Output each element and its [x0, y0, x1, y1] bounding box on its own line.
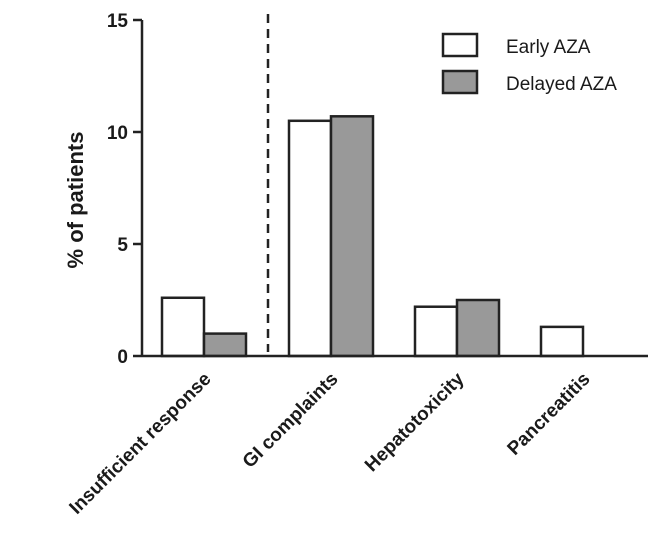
- legend: Early AZA Delayed AZA: [441, 32, 617, 95]
- x-category-label: Pancreatitis: [504, 369, 595, 460]
- y-tick-label: 10: [107, 123, 128, 144]
- legend-label-delayed-aza: Delayed AZA: [506, 74, 617, 95]
- legend-label-early-aza: Early AZA: [506, 37, 591, 58]
- bar-early-aza: [413, 305, 459, 358]
- bar-delayed-aza: [329, 115, 375, 358]
- y-tick-label: 5: [117, 235, 128, 256]
- x-category-labels: Insufficient response GI complaints Hepato…: [66, 368, 595, 518]
- legend-swatch-early-aza: [441, 32, 479, 58]
- y-axis-title: % of patients: [63, 132, 88, 269]
- bar-early-aza: [287, 119, 333, 358]
- legend-swatch-delayed-aza: [441, 69, 479, 95]
- bars-layer: [160, 115, 585, 358]
- bar-delayed-aza: [455, 298, 501, 358]
- y-tick-label: 15: [107, 11, 129, 32]
- bar-early-aza: [539, 325, 585, 358]
- x-category-label: Hepatotoxicity: [361, 368, 469, 476]
- x-category-label: GI complaints: [239, 369, 343, 473]
- bar-early-aza: [160, 296, 206, 358]
- bar-delayed-aza: [202, 332, 248, 358]
- x-category-label: Insufficient response: [66, 369, 216, 519]
- y-ticks: 0 5 10 15: [107, 11, 142, 368]
- y-tick-label: 0: [117, 347, 128, 368]
